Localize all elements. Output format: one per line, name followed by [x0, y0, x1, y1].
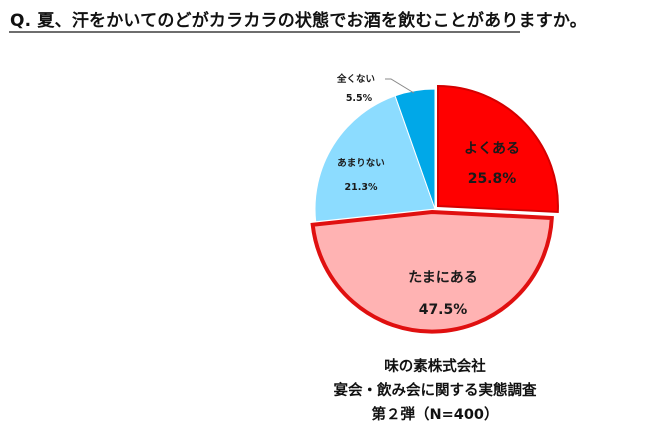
slice-amari-nai: [314, 95, 436, 223]
label-tama-ni-aru: たまにある: [408, 270, 478, 286]
question-title: Q. 夏、汗をかいてのどがカラカラの状態でお酒を飲むことがありますか。: [10, 11, 587, 31]
title-underline: [9, 31, 520, 33]
value-amari-nai: 21.3%: [345, 182, 378, 193]
slice-yoku-aru: [437, 84, 559, 214]
source-survey: 宴会・飲み会に関する実態調査: [333, 383, 537, 399]
leader-line: [385, 78, 415, 94]
value-yoku-aru: 25.8%: [468, 171, 517, 187]
slice-mattaku-nai: [394, 88, 436, 210]
label-mattaku-nai: 全くない: [336, 73, 375, 85]
label-amari-nai: あまりない: [337, 157, 385, 169]
label-yoku-aru: よくある: [464, 141, 520, 157]
source-caption: 味の素株式会社 宴会・飲み会に関する実態調査 第２弾（N=400）: [300, 355, 570, 427]
slice-tama-ni-aru: [310, 209, 554, 334]
source-sample: 第２弾（N=400）: [371, 407, 499, 423]
value-mattaku-nai: 5.5%: [346, 93, 373, 104]
source-company: 味の素株式会社: [384, 359, 486, 375]
value-tama-ni-aru: 47.5%: [419, 302, 468, 318]
